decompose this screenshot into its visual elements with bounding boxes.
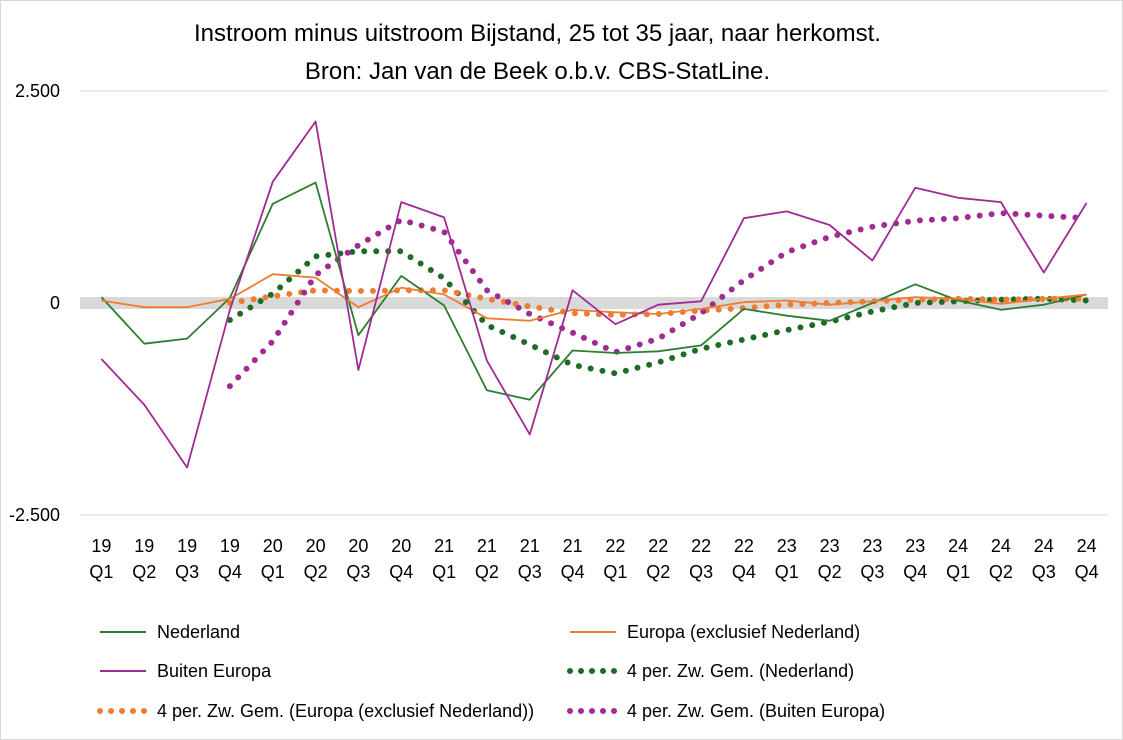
x-tick-label-quarter: Q4 xyxy=(389,562,413,582)
x-tick-label-year: 21 xyxy=(563,536,583,556)
series-line-nederland xyxy=(100,181,1087,401)
legend-item: 4 per. Zw. Gem. (Buiten Europa) xyxy=(567,699,885,723)
x-tick-label-quarter: Q1 xyxy=(603,562,627,582)
x-tick-label-quarter: Q3 xyxy=(860,562,884,582)
legend-label: Nederland xyxy=(157,621,241,642)
x-tick-label-year: 19 xyxy=(220,536,240,556)
x-tick-label-year: 20 xyxy=(306,536,326,556)
legend-item: 4 per. Zw. Gem. (Europa (exclusief Neder… xyxy=(97,699,534,723)
x-tick-label-year: 21 xyxy=(520,536,540,556)
x-tick-label-quarter: Q3 xyxy=(346,562,370,582)
x-tick-label-quarter: Q4 xyxy=(732,562,756,582)
series-line-buiten-europa xyxy=(100,120,1088,469)
x-tick-label-year: 23 xyxy=(862,536,882,556)
x-tick-label-year: 24 xyxy=(1034,536,1054,556)
legend-item: 4 per. Zw. Gem. (Nederland) xyxy=(567,659,854,683)
x-tick-label-year: 19 xyxy=(177,536,197,556)
x-tick-label-quarter: Q1 xyxy=(261,562,285,582)
x-tick-label-quarter: Q4 xyxy=(561,562,585,582)
x-tick-label-year: 24 xyxy=(1077,536,1097,556)
x-tick-label-quarter: Q2 xyxy=(132,562,156,582)
x-tick-label-year: 21 xyxy=(434,536,454,556)
x-tick-label-quarter: Q3 xyxy=(1032,562,1056,582)
x-tick-label-quarter: Q4 xyxy=(1075,562,1099,582)
chart-plot: 2.500 0 -2.500 19 Q1 19 Q2 19 Q3 19 Q4 20 Q1 20 Q2 20 Q3… xyxy=(9,81,1108,582)
x-tick-label-year: 23 xyxy=(820,536,840,556)
x-tick-label-quarter: Q2 xyxy=(475,562,499,582)
x-tick-label-quarter: Q3 xyxy=(175,562,199,582)
x-tick-label-year: 21 xyxy=(477,536,497,556)
legend-swatch xyxy=(567,668,619,674)
legend-swatch xyxy=(570,631,616,633)
legend-swatch xyxy=(97,708,149,714)
legend-label: 4 per. Zw. Gem. (Nederland) xyxy=(627,660,855,681)
x-tick-label-quarter: Q2 xyxy=(304,562,328,582)
legend-item: Buiten Europa xyxy=(97,659,271,683)
legend-label: Buiten Europa xyxy=(157,660,272,681)
x-tick-label-quarter: Q2 xyxy=(818,562,842,582)
x-tick-label-year: 24 xyxy=(948,536,968,556)
series-line-4-per-zw-gem-buiten-europa xyxy=(226,210,1090,390)
x-tick-label-quarter: Q4 xyxy=(903,562,927,582)
x-tick-label-year: 19 xyxy=(134,536,154,556)
x-tick-label-quarter: Q3 xyxy=(689,562,713,582)
series-line-4-per-zw-gem-nederland xyxy=(226,248,1090,377)
x-tick-label-year: 19 xyxy=(91,536,111,556)
legend-item: Europa (exclusief Nederland) xyxy=(567,620,860,644)
x-tick-label-quarter: Q1 xyxy=(946,562,970,582)
x-tick-label-year: 20 xyxy=(348,536,368,556)
x-tick-label-year: 22 xyxy=(691,536,711,556)
x-tick-label-year: 22 xyxy=(648,536,668,556)
legend-label: 4 per. Zw. Gem. (Europa (exclusief Neder… xyxy=(157,700,535,721)
x-tick-label-quarter: Q1 xyxy=(89,562,113,582)
x-tick-label-quarter: Q1 xyxy=(775,562,799,582)
y-tick-label: 2.500 xyxy=(15,81,60,101)
x-tick-label-quarter: Q2 xyxy=(989,562,1013,582)
chart-subtitle: Bron: Jan van de Beek o.b.v. CBS-StatLin… xyxy=(304,58,771,85)
x-tick-label-quarter: Q2 xyxy=(646,562,670,582)
x-tick-label-year: 24 xyxy=(991,536,1011,556)
x-tick-label-year: 20 xyxy=(391,536,411,556)
chart-title: Instroom minus uitstroom Bijstand, 25 to… xyxy=(194,20,881,47)
legend-item: Nederland xyxy=(97,620,240,644)
x-tick-label-year: 22 xyxy=(734,536,754,556)
x-tick-label-year: 23 xyxy=(905,536,925,556)
x-tick-label-year: 23 xyxy=(777,536,797,556)
legend-swatch xyxy=(100,631,146,633)
y-tick-label: -2.500 xyxy=(9,505,60,525)
legend-swatch xyxy=(567,708,619,714)
x-tick-label-quarter: Q4 xyxy=(218,562,242,582)
legend-label: Europa (exclusief Nederland) xyxy=(627,621,861,642)
x-tick-label-quarter: Q1 xyxy=(432,562,456,582)
legend-label: 4 per. Zw. Gem. (Buiten Europa) xyxy=(627,700,886,721)
x-tick-label-year: 20 xyxy=(263,536,283,556)
series-line-europa-exclusief-nederland xyxy=(101,273,1087,322)
legend-swatch xyxy=(100,670,146,672)
y-tick-label: 0 xyxy=(50,293,60,313)
x-tick-label-quarter: Q3 xyxy=(518,562,542,582)
x-tick-label-year: 22 xyxy=(605,536,625,556)
